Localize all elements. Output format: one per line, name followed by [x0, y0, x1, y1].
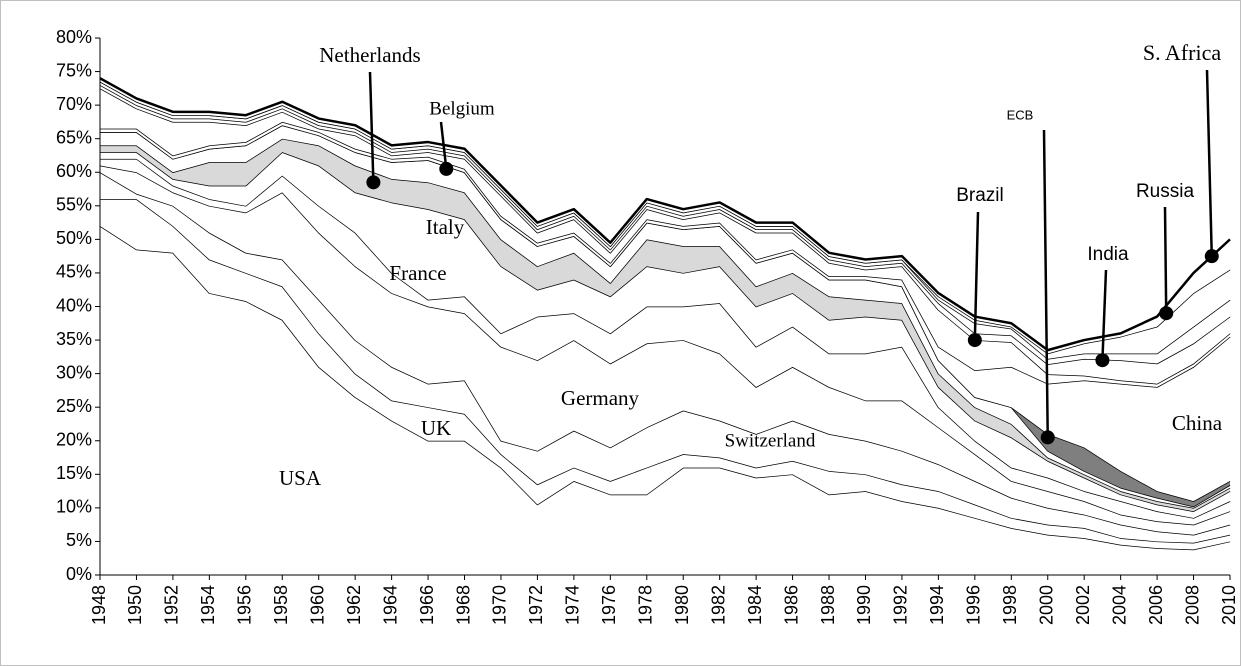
x-tick-label: 1952	[162, 585, 182, 625]
y-tick-label: 40%	[56, 295, 92, 315]
y-tick-label: 15%	[56, 463, 92, 483]
series-label: France	[389, 261, 446, 285]
series-line	[99, 171, 1231, 536]
x-tick-label: 1978	[636, 585, 656, 625]
series-label: Switzerland	[725, 430, 816, 451]
x-tick-label: 1968	[453, 585, 473, 625]
y-tick-label: 75%	[56, 60, 92, 80]
series-label: Netherlands	[319, 43, 420, 67]
pointer-dot	[366, 175, 381, 190]
pointer-dot	[1204, 249, 1219, 264]
series-label: Russia	[1136, 181, 1195, 202]
x-tick-label: 1964	[380, 585, 400, 625]
area	[100, 121, 1230, 502]
x-tick-label: 1958	[271, 585, 291, 625]
series-line	[100, 151, 1231, 512]
x-tick-label: 1974	[563, 585, 583, 625]
series-label: Italy	[426, 215, 465, 239]
x-tick-label: 1984	[745, 585, 765, 625]
series-label: Belgium	[429, 98, 495, 119]
y-tick-label: 65%	[56, 127, 92, 147]
x-tick-label: 1962	[344, 585, 364, 625]
y-tick-label: 25%	[56, 396, 92, 416]
series-label: Brazil	[956, 185, 1004, 206]
x-tick-label: 1986	[781, 585, 801, 625]
pointer-line	[439, 121, 448, 170]
y-tick-label: 50%	[56, 228, 92, 248]
x-tick-label: 1960	[307, 585, 327, 625]
x-tick-label: 1970	[490, 585, 510, 625]
y-tick-label: 35%	[56, 329, 92, 349]
pointer-line	[368, 71, 375, 183]
series-label: India	[1087, 244, 1129, 265]
x-tick-label: 1976	[599, 585, 619, 625]
series-label: UK	[421, 416, 451, 440]
series-label: Germany	[561, 386, 640, 410]
pointer-dot	[1095, 353, 1110, 368]
area	[100, 165, 1230, 535]
pointer-dot	[439, 161, 454, 176]
x-tick-label: 1950	[125, 585, 145, 625]
y-tick-label: 80%	[56, 27, 92, 47]
x-tick-label: 1956	[235, 585, 255, 625]
x-tick-label: 2000	[1036, 585, 1056, 625]
x-tick-label: 1994	[927, 585, 947, 625]
series-line	[99, 87, 1231, 385]
x-tick-label: 1982	[708, 585, 728, 625]
area	[100, 225, 1230, 575]
series-line	[99, 77, 1231, 352]
pointer-dot	[1040, 430, 1055, 445]
x-tick-label: 1972	[526, 585, 546, 625]
pointer-dot	[1159, 306, 1174, 321]
x-tick-label: 1998	[1000, 585, 1020, 625]
series-label: China	[1172, 411, 1223, 435]
pointer-line	[1101, 269, 1108, 361]
pointer-dot	[967, 333, 982, 348]
x-tick-label: 2002	[1073, 585, 1093, 625]
y-tick-label: 10%	[56, 497, 92, 517]
pointer-line	[973, 211, 980, 341]
x-tick-label: 1992	[891, 585, 911, 625]
y-tick-label: 60%	[56, 161, 92, 181]
y-tick-label: 30%	[56, 362, 92, 382]
y-tick-label: 55%	[56, 195, 92, 215]
x-tick-label: 2008	[1182, 585, 1202, 625]
y-tick-label: 20%	[56, 430, 92, 450]
y-tick-label: 70%	[56, 94, 92, 114]
x-tick-label: 1990	[854, 585, 874, 625]
x-tick-label: 1966	[417, 585, 437, 625]
pointer-line	[1163, 206, 1168, 314]
x-tick-label: 1948	[89, 585, 109, 625]
x-tick-label: 2010	[1219, 585, 1239, 625]
area	[100, 199, 1230, 550]
y-tick-label: 45%	[56, 262, 92, 282]
area	[100, 138, 1230, 512]
x-tick-label: 1988	[818, 585, 838, 625]
x-tick-label: 2004	[1109, 585, 1129, 625]
area	[100, 152, 1230, 518]
x-tick-label: 1996	[964, 585, 984, 625]
pointer-line	[1042, 129, 1049, 438]
y-tick-label: 0%	[66, 564, 92, 584]
x-tick-label: 1954	[198, 585, 218, 625]
series-label: USA	[279, 466, 322, 490]
y-tick-label: 5%	[66, 530, 92, 550]
series-label: ECB	[1007, 107, 1034, 122]
x-tick-label: 2006	[1146, 585, 1166, 625]
series-label: S. Africa	[1143, 40, 1221, 65]
x-tick-label: 1980	[672, 585, 692, 625]
pointer-line	[1205, 69, 1214, 257]
